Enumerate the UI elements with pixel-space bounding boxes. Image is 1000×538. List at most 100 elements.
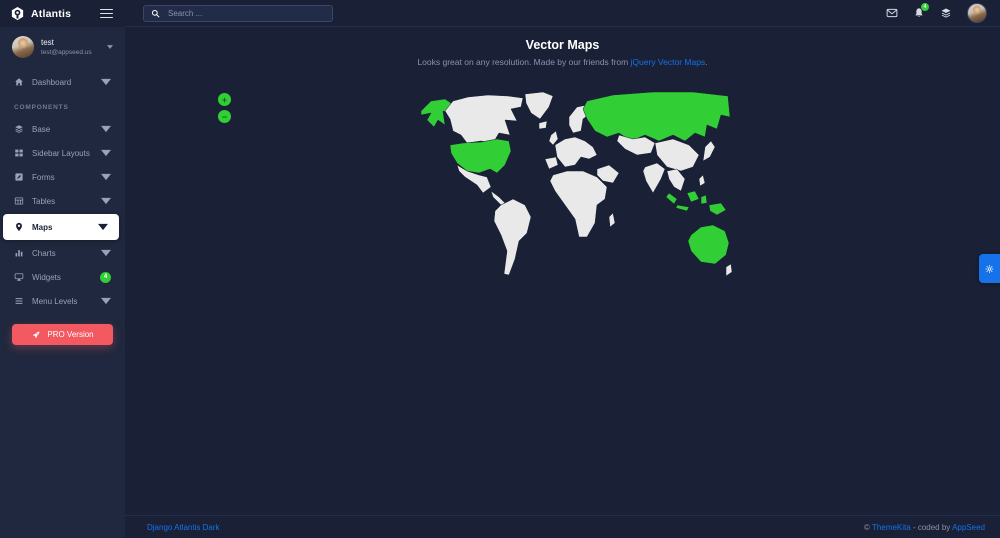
- map-region-sumatra[interactable]: [665, 192, 677, 205]
- map-region-alaska[interactable]: [420, 98, 451, 128]
- topbar: Atlantis: [0, 0, 1000, 27]
- map-region-africa[interactable]: [549, 170, 607, 238]
- sidebar-item-maps[interactable]: Maps: [3, 214, 119, 240]
- map-region-canada[interactable]: [444, 94, 523, 144]
- django-atlantis-dark-link[interactable]: Django Atlantis Dark: [147, 522, 220, 532]
- map-zoom-out-button[interactable]: −: [218, 110, 231, 123]
- pen-square-icon: [15, 173, 23, 181]
- caret-down-icon: [101, 78, 111, 86]
- sidebar-item-label: Maps: [32, 222, 53, 232]
- sidebar-item-sidebar-layouts[interactable]: Sidebar Layouts: [0, 141, 125, 165]
- pro-version-button[interactable]: PRO Version: [12, 324, 113, 345]
- footer: Django Atlantis Dark © ThemeKita - coded…: [125, 515, 1000, 538]
- layers-icon: [15, 125, 23, 133]
- sidebar-item-charts[interactable]: Charts: [0, 241, 125, 265]
- brand[interactable]: Atlantis: [10, 6, 71, 21]
- table-icon: [14, 197, 24, 205]
- sidebar: test test@appseed.us Dashboard COMPONENT…: [0, 27, 125, 538]
- subtitle-period: .: [705, 57, 708, 67]
- sidebar-item-label: Charts: [32, 248, 56, 258]
- sidebar-item-label: Menu Levels: [32, 296, 78, 306]
- sidebar-item-dashboard[interactable]: Dashboard: [0, 70, 125, 94]
- pro-version-label: PRO Version: [47, 330, 94, 339]
- sidebar-item-label: Tables: [32, 196, 56, 206]
- map-region-borneo[interactable]: [686, 190, 699, 203]
- map-region-central-asia[interactable]: [616, 134, 655, 156]
- map-region-middle-east[interactable]: [596, 164, 619, 184]
- envelope-icon: [886, 8, 898, 18]
- sidebar-section-label: COMPONENTS: [14, 104, 69, 111]
- topbar-avatar[interactable]: [967, 3, 987, 23]
- user-avatar: [12, 36, 34, 58]
- user-email: test@appseed.us: [41, 49, 92, 56]
- settings-panel-button[interactable]: [979, 254, 1000, 283]
- quick-actions-button[interactable]: [940, 7, 952, 19]
- footer-copyright: © ThemeKita - coded by AppSeed: [864, 523, 985, 532]
- gear-icon: [985, 264, 994, 273]
- bell-icon: [915, 8, 923, 18]
- map-region-japan[interactable]: [702, 140, 715, 162]
- caret-down-icon: [101, 173, 111, 181]
- themekita-link[interactable]: ThemeKita: [872, 522, 911, 532]
- search-icon: [151, 9, 160, 17]
- map-region-philippines[interactable]: [698, 174, 705, 187]
- map-region-china[interactable]: [654, 138, 699, 172]
- search-box[interactable]: [143, 4, 333, 22]
- sidebar-nav: Dashboard COMPONENTS Base Sidebar Layout…: [0, 68, 125, 345]
- notification-badge: 4: [921, 3, 929, 11]
- logo-header: Atlantis: [0, 0, 125, 27]
- search-input[interactable]: [166, 7, 325, 19]
- map-region-sulawesi[interactable]: [700, 194, 707, 205]
- page-subtitle: Looks great on any resolution. Made by o…: [125, 57, 1000, 67]
- caret-down-icon: [98, 223, 108, 231]
- sidebar-item-widgets[interactable]: Widgets 4: [0, 265, 125, 289]
- map-zoom-in-button[interactable]: +: [218, 93, 231, 106]
- map-region-southeast-asia[interactable]: [666, 168, 685, 192]
- map-region-russia[interactable]: [582, 91, 730, 142]
- caret-down-icon: [101, 249, 111, 257]
- topbar-icons: 4: [886, 3, 1000, 23]
- map-zoom-controls: + −: [218, 93, 231, 123]
- world-map[interactable]: [393, 87, 733, 287]
- home-icon: [15, 78, 23, 86]
- map-region-india[interactable]: [642, 162, 665, 194]
- main-content: Vector Maps Looks great on any resolutio…: [125, 27, 1000, 515]
- map-region-europe[interactable]: [554, 136, 597, 168]
- sidebar-item-label: Widgets: [32, 272, 61, 282]
- map-region-central-america[interactable]: [490, 190, 505, 206]
- map-region-papua-new-guinea[interactable]: [708, 202, 726, 216]
- jquery-vector-maps-link[interactable]: jQuery Vector Maps: [630, 57, 706, 67]
- messages-button[interactable]: [886, 7, 898, 19]
- sidebar-item-label: Sidebar Layouts: [32, 148, 90, 158]
- sidebar-item-tables[interactable]: Tables: [0, 189, 125, 213]
- list-icon: [15, 298, 23, 304]
- widgets-badge: 4: [100, 271, 111, 283]
- notifications-button[interactable]: 4: [913, 3, 929, 19]
- map-region-united-kingdom[interactable]: [548, 130, 558, 146]
- sidebar-item-label: Forms: [32, 172, 55, 182]
- hamburger-menu-icon[interactable]: [98, 7, 115, 21]
- map-region-madagascar[interactable]: [608, 212, 615, 228]
- page-title: Vector Maps: [525, 38, 600, 52]
- map-region-mexico[interactable]: [456, 164, 491, 194]
- map-region-iberia[interactable]: [544, 156, 558, 170]
- subtitle-text: Looks great on any resolution. Made by o…: [417, 57, 631, 67]
- map-region-greenland[interactable]: [524, 91, 553, 120]
- map-region-united-states[interactable]: [449, 138, 511, 174]
- copyright-symbol: ©: [864, 522, 873, 532]
- appseed-link[interactable]: AppSeed: [952, 522, 985, 532]
- map-region-australia[interactable]: [687, 224, 729, 265]
- map-region-java[interactable]: [675, 204, 689, 212]
- sidebar-item-base[interactable]: Base: [0, 117, 125, 141]
- user-profile[interactable]: test test@appseed.us: [0, 27, 125, 68]
- map-region-new-zealand[interactable]: [725, 263, 732, 277]
- map-region-iceland[interactable]: [538, 120, 547, 130]
- bar-chart-icon: [15, 250, 23, 257]
- vector-map-container: + −: [125, 87, 1000, 297]
- map-region-south-america[interactable]: [493, 198, 531, 276]
- caret-down-icon: [101, 149, 111, 157]
- user-name: test: [41, 38, 54, 47]
- sidebar-item-forms[interactable]: Forms: [0, 165, 125, 189]
- sidebar-item-menu-levels[interactable]: Menu Levels: [0, 289, 125, 313]
- brand-name: Atlantis: [31, 7, 72, 20]
